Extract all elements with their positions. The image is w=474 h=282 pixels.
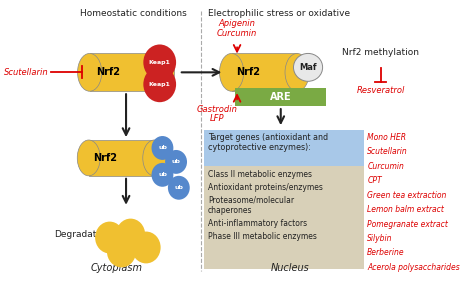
Text: Antioxidant proteins/enzymes: Antioxidant proteins/enzymes: [208, 183, 323, 192]
Bar: [235, 88, 326, 106]
Text: ub: ub: [158, 146, 167, 151]
Circle shape: [107, 235, 136, 267]
Text: Nucleus: Nucleus: [271, 263, 309, 273]
Text: Berberine: Berberine: [367, 248, 405, 257]
Circle shape: [152, 163, 173, 187]
Text: CPT: CPT: [367, 176, 382, 185]
Text: Keap1: Keap1: [149, 60, 171, 65]
Text: Electrophilic stress or oxidative: Electrophilic stress or oxidative: [208, 9, 350, 18]
Circle shape: [152, 136, 173, 160]
Text: Curcumin: Curcumin: [217, 28, 257, 38]
Ellipse shape: [293, 53, 323, 81]
Circle shape: [143, 66, 176, 102]
Text: LFP: LFP: [210, 114, 224, 123]
Circle shape: [143, 45, 176, 80]
Text: Green tea extraction: Green tea extraction: [367, 191, 447, 200]
Circle shape: [95, 222, 124, 254]
Bar: [204, 130, 364, 166]
Ellipse shape: [219, 53, 244, 91]
Text: ub: ub: [174, 185, 183, 190]
Text: Proteasome/molecular: Proteasome/molecular: [208, 196, 294, 205]
Circle shape: [165, 150, 187, 174]
Circle shape: [116, 219, 145, 250]
Text: Resveratrol: Resveratrol: [356, 86, 405, 95]
Text: Class II metabolic enzymes: Class II metabolic enzymes: [208, 170, 312, 179]
Text: Scutellarin: Scutellarin: [367, 147, 408, 157]
Ellipse shape: [77, 140, 100, 176]
Text: Apigenin: Apigenin: [219, 19, 255, 28]
Text: Pomegranate extract: Pomegranate extract: [367, 220, 448, 229]
Bar: [89, 140, 154, 176]
Text: chaperones: chaperones: [208, 206, 253, 215]
Ellipse shape: [285, 53, 309, 91]
Bar: [90, 53, 163, 91]
Bar: [204, 166, 364, 269]
Text: Degradation: Degradation: [54, 230, 110, 239]
Text: Acerola polysaccharides: Acerola polysaccharides: [367, 263, 460, 272]
Text: Lemon balm extract: Lemon balm extract: [367, 205, 444, 214]
Circle shape: [131, 232, 161, 263]
Text: Nrf2: Nrf2: [236, 67, 260, 77]
Text: Maf: Maf: [299, 63, 317, 72]
Text: Nrf2: Nrf2: [93, 153, 117, 163]
Bar: [232, 53, 297, 91]
Text: Silybin: Silybin: [367, 234, 392, 243]
Text: Nrf2 methylation: Nrf2 methylation: [342, 48, 419, 57]
Text: Keap1: Keap1: [149, 82, 171, 87]
Text: Cytoplasm: Cytoplasm: [91, 263, 143, 273]
Text: Curcumin: Curcumin: [367, 162, 404, 171]
Text: Target genes (antioxidant and
cytoprotective enzymes):: Target genes (antioxidant and cytoprotec…: [208, 133, 328, 153]
Circle shape: [168, 176, 190, 200]
Text: ub: ub: [158, 172, 167, 177]
Text: ARE: ARE: [270, 92, 292, 102]
Text: Homeostatic conditions: Homeostatic conditions: [80, 9, 187, 18]
Ellipse shape: [143, 140, 166, 176]
Ellipse shape: [78, 53, 102, 91]
Text: Mono HER: Mono HER: [367, 133, 406, 142]
Text: Gastrodin: Gastrodin: [197, 105, 237, 114]
Text: Phase III metabolic enzymes: Phase III metabolic enzymes: [208, 232, 317, 241]
Ellipse shape: [150, 53, 174, 91]
Text: Scutellarin: Scutellarin: [4, 68, 49, 77]
Text: Nrf2: Nrf2: [96, 67, 120, 77]
Text: ub: ub: [172, 159, 181, 164]
Text: Anti-inflammatory factors: Anti-inflammatory factors: [208, 219, 307, 228]
